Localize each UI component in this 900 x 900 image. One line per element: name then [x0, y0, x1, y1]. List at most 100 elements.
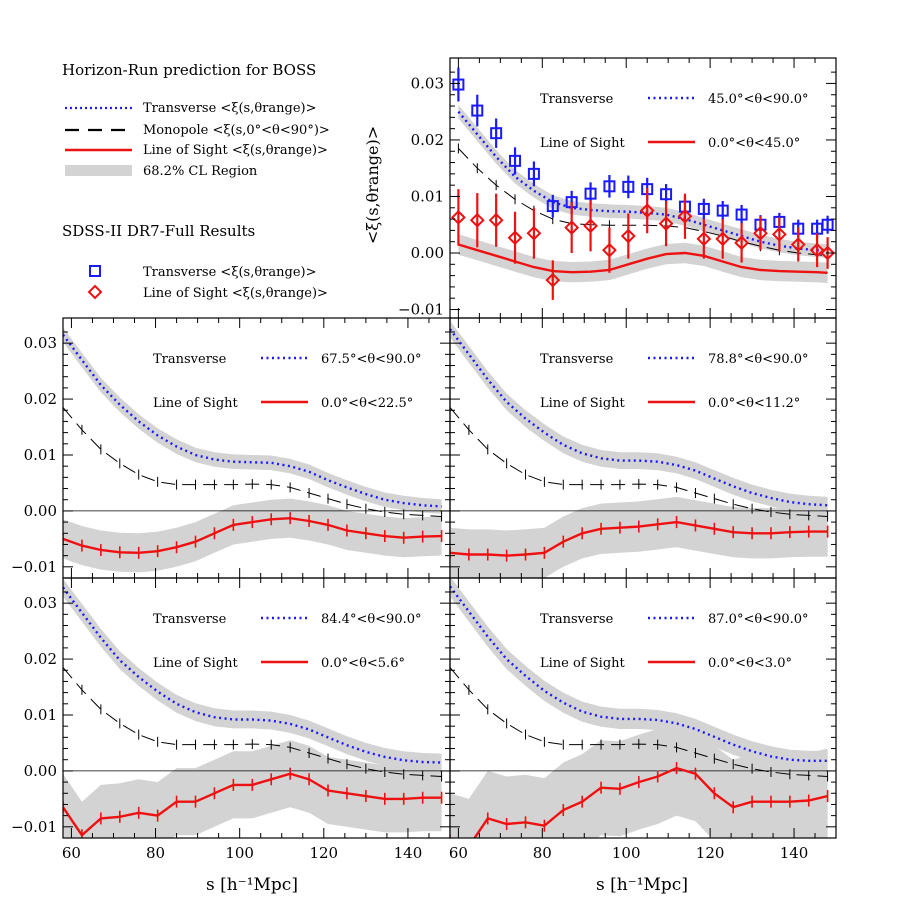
plot-area: [450, 320, 836, 578]
panel-legend-los-range: 0.0°<θ<5.6°: [321, 656, 405, 671]
panel-legend-los-label: Line of Sight: [153, 396, 239, 411]
observed-transverse-square: [527, 167, 540, 180]
observed-transverse-square: [509, 154, 522, 167]
panel-legend-transverse-label: Transverse: [540, 352, 614, 367]
panel-legend-los-label: Line of Sight: [540, 136, 626, 151]
x-tick-label: 140: [394, 844, 423, 862]
los-line: [458, 243, 828, 274]
panel-legend-los-label: Line of Sight: [153, 656, 239, 671]
transverse-line: [63, 586, 442, 764]
y-tick-label: 0.02: [24, 390, 57, 408]
observed-los-diamond: [488, 212, 504, 228]
x-tick-label: 80: [146, 844, 165, 862]
observed-transverse-square: [697, 202, 710, 215]
y-tick-label: 0.02: [411, 131, 444, 149]
observed-los-diamond: [469, 212, 485, 228]
panel-middle-right: Transverse 78.8°<θ<90.0° Line of Sight 0.0°…: [449, 317, 837, 579]
x-tick-label: 100: [225, 844, 254, 862]
pred-legend-band: 68.2% CL Region: [65, 164, 258, 179]
observed-transverse-square: [603, 180, 616, 193]
transverse-cl-band: [458, 104, 828, 259]
y-tick-label: −0.01: [11, 558, 57, 576]
panel-bottom-right: 60 80 100 120 140 Transverse 87.0°<θ<90.0° Line…: [449, 577, 837, 862]
observed-los-diamond: [715, 231, 731, 247]
y-tick-label: 0.02: [24, 650, 57, 668]
observed-transverse-square: [452, 78, 465, 91]
legend-diamond-marker: [87, 284, 103, 300]
prediction-heading: Horizon-Run prediction for BOSS: [62, 61, 316, 79]
x-tick-label: 100: [612, 844, 641, 862]
x-tick-label: 120: [309, 844, 338, 862]
observed-transverse-square: [584, 187, 597, 200]
observed-los-diamond: [809, 242, 825, 258]
panel-legend-los-range: 0.0°<θ<22.5°: [321, 396, 413, 411]
panel-legend-los-label: Line of Sight: [540, 396, 626, 411]
observed-transverse-square: [490, 127, 503, 140]
observed-transverse-square: [546, 200, 559, 213]
obs-legend-transverse-label: Transverse <ξ(s,θrange)>: [143, 265, 317, 280]
panel-legend-los-range: 0.0°<θ<3.0°: [708, 656, 792, 671]
observed-transverse-square: [735, 208, 748, 221]
panel-legend-transverse-label: Transverse: [153, 612, 227, 627]
y-tick-label: 0.03: [24, 594, 57, 612]
plot-area: [63, 578, 450, 838]
obs-legend-transverse: Transverse <ξ(s,θrange)>: [89, 265, 317, 280]
plot-area: [450, 67, 836, 300]
pred-legend-transverse: Transverse <ξ(s,θrange)>: [65, 101, 317, 116]
observed-los-diamond: [450, 209, 466, 225]
plot-area: [63, 327, 450, 573]
observed-los-diamond: [820, 245, 836, 261]
observed-los-diamond: [564, 220, 580, 235]
observed-los-diamond: [639, 203, 655, 219]
panels: −0.01 0.00 0.01 0.02 0.03 Transverse 45.0°<θ<9…: [11, 57, 837, 862]
panel-legend-transverse-range: 67.5°<θ<90.0°: [321, 352, 422, 367]
y-tick-label: 0.00: [411, 244, 444, 262]
y-axis-label: <ξ(s,θrange)>: [363, 126, 382, 244]
observed-heading: SDSS-II DR7-Full Results: [62, 222, 255, 240]
global-legend: Horizon-Run prediction for BOSS Transver…: [62, 61, 330, 301]
panel-legend-transverse-range: 78.8°<θ<90.0°: [708, 352, 809, 367]
observed-los-diamond: [526, 225, 542, 241]
panel-top-right: −0.01 0.00 0.01 0.02 0.03 Transverse 45.0°<θ<9…: [398, 57, 837, 319]
x-tick-label: 120: [696, 844, 725, 862]
y-tick-label: 0.00: [24, 502, 57, 520]
observed-los-diamond: [658, 216, 674, 232]
observed-los-diamond: [696, 231, 712, 247]
x-axis-label-right: s [h⁻¹Mpc]: [596, 875, 688, 895]
transverse-cl-band: [63, 578, 442, 772]
y-tick-label: 0.03: [24, 334, 57, 352]
pred-legend-los: Line of Sight <ξ(s,θrange)>: [65, 143, 328, 158]
panel-legend-transverse-label: Transverse: [540, 612, 614, 627]
y-tick-label: 0.01: [24, 706, 57, 724]
pred-legend-monopole-label: Monopole <ξ(s,0°<θ<90°)>: [143, 123, 330, 138]
pred-legend-transverse-label: Transverse <ξ(s,θrange)>: [143, 101, 317, 116]
obs-legend-los-label: Line of Sight <ξ(s,θrange)>: [143, 286, 328, 301]
observed-los-diamond: [602, 242, 617, 258]
observed-transverse-square: [622, 180, 635, 193]
panel-legend-transverse-range: 45.0°<θ<90.0°: [708, 92, 809, 107]
pred-legend-band-label: 68.2% CL Region: [143, 164, 258, 179]
observed-los-diamond: [620, 228, 636, 244]
x-tick-label: 60: [449, 844, 468, 862]
observed-los-diamond: [545, 272, 561, 288]
x-tick-label: 80: [533, 844, 552, 862]
x-tick-label: 140: [780, 844, 809, 862]
observed-transverse-square: [821, 218, 834, 231]
observed-transverse-square: [471, 104, 484, 117]
pred-legend-monopole: Monopole <ξ(s,0°<θ<90°)>: [65, 123, 330, 138]
y-tick-label: 0.00: [24, 762, 57, 780]
x-axis-label-left: s [h⁻¹Mpc]: [206, 875, 298, 895]
panel-legend-transverse-range: 84.4°<θ<90.0°: [321, 612, 422, 627]
observed-los-diamond: [790, 237, 806, 252]
legend-band-sample: [65, 165, 132, 176]
observed-los-diamond: [753, 225, 768, 241]
obs-legend-los: Line of Sight <ξ(s,θrange)>: [87, 284, 328, 301]
y-tick-label: 0.01: [24, 446, 57, 464]
observed-los-diamond: [677, 208, 693, 224]
panel-legend-transverse-range: 87.0°<θ<90.0°: [708, 612, 809, 627]
plot-area: [450, 578, 836, 838]
observed-los-diamond: [583, 218, 598, 234]
observed-los-diamond: [734, 235, 750, 251]
pred-legend-los-label: Line of Sight <ξ(s,θrange)>: [143, 143, 328, 158]
